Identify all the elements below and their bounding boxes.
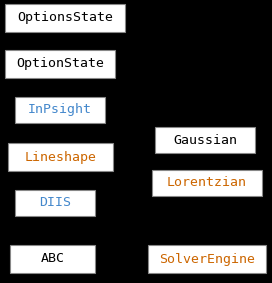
Text: Lineshape: Lineshape xyxy=(24,151,97,164)
FancyBboxPatch shape xyxy=(15,190,95,216)
Text: SolverEngine: SolverEngine xyxy=(159,252,255,265)
Text: Lorentzian: Lorentzian xyxy=(167,177,247,190)
Text: OptionState: OptionState xyxy=(16,57,104,70)
FancyBboxPatch shape xyxy=(5,4,125,32)
FancyBboxPatch shape xyxy=(152,170,262,196)
FancyBboxPatch shape xyxy=(148,245,266,273)
Text: Gaussian: Gaussian xyxy=(173,134,237,147)
FancyBboxPatch shape xyxy=(155,127,255,153)
FancyBboxPatch shape xyxy=(5,50,115,78)
Text: OptionsState: OptionsState xyxy=(17,12,113,25)
Text: InPsight: InPsight xyxy=(28,104,92,117)
FancyBboxPatch shape xyxy=(15,97,105,123)
FancyBboxPatch shape xyxy=(8,143,113,171)
Text: DIIS: DIIS xyxy=(39,196,71,209)
FancyBboxPatch shape xyxy=(10,245,95,273)
Text: ABC: ABC xyxy=(41,252,64,265)
